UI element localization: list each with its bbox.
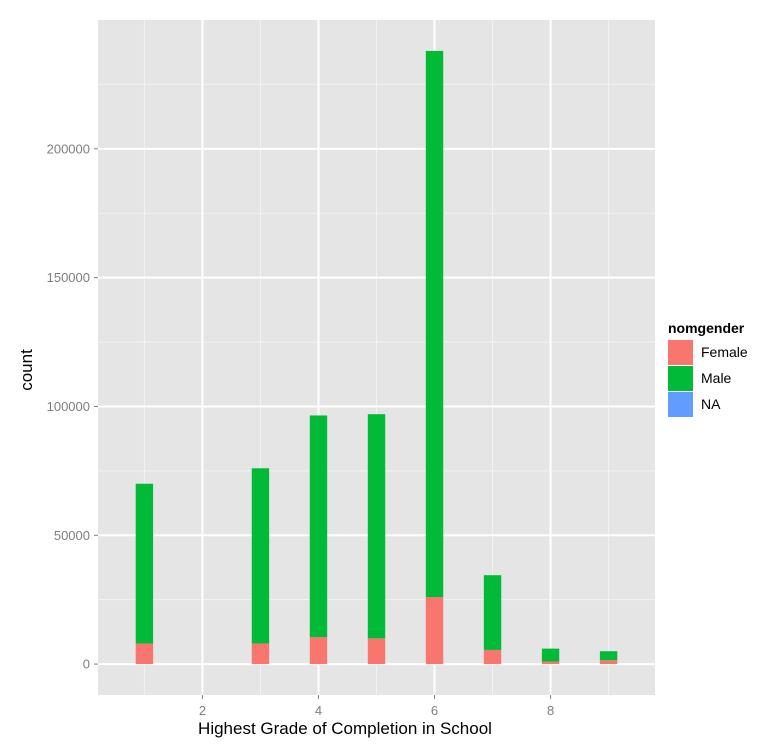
legend: nomgender Female Male NA	[668, 320, 748, 417]
legend-label-female: Female	[701, 344, 748, 360]
bar-female-x9	[599, 660, 618, 665]
y-tick-label: 50000	[54, 528, 90, 543]
y-tick-label: 100000	[47, 399, 90, 414]
bar-female-x3	[251, 643, 270, 665]
bar-female-x8	[541, 661, 560, 665]
x-tick-label: 6	[431, 703, 438, 718]
bar-female-x1	[135, 643, 154, 665]
legend-label-na: NA	[701, 396, 721, 412]
legend-swatch-male	[668, 366, 693, 391]
legend-item-na: NA	[668, 392, 721, 417]
legend-item-male: Male	[668, 366, 732, 391]
bar-female-x6	[425, 597, 444, 665]
y-tick-label: 150000	[47, 270, 90, 285]
legend-item-female: Female	[668, 340, 748, 365]
bar-female-x7	[483, 649, 502, 665]
axis-ticks: 2 4 6 8 0 50000 100000 150000 200000	[47, 141, 555, 718]
minor-gridlines	[98, 20, 655, 695]
bar-male-x6	[425, 50, 444, 598]
bar-male-x9	[599, 651, 618, 661]
bar-male-x4	[309, 415, 328, 638]
bar-female-x5	[367, 638, 386, 665]
bars	[135, 50, 618, 665]
x-tick-label: 2	[199, 703, 206, 718]
y-tick-label: 0	[83, 657, 90, 672]
bar-female-x4	[309, 637, 328, 665]
legend-swatch-female	[668, 340, 693, 365]
x-tick-label: 8	[547, 703, 554, 718]
bar-male-x7	[483, 575, 502, 650]
legend-title: nomgender	[668, 320, 745, 336]
x-axis-title: Highest Grade of Completion in School	[198, 719, 492, 738]
bar-male-x1	[135, 483, 154, 644]
bar-male-x8	[541, 648, 560, 662]
legend-swatch-na	[668, 392, 693, 417]
bar-male-x3	[251, 468, 270, 644]
y-axis-title: count	[17, 349, 36, 391]
x-tick-label: 4	[315, 703, 322, 718]
bar-male-x5	[367, 414, 386, 639]
y-tick-label: 200000	[47, 141, 90, 156]
legend-label-male: Male	[701, 370, 732, 386]
